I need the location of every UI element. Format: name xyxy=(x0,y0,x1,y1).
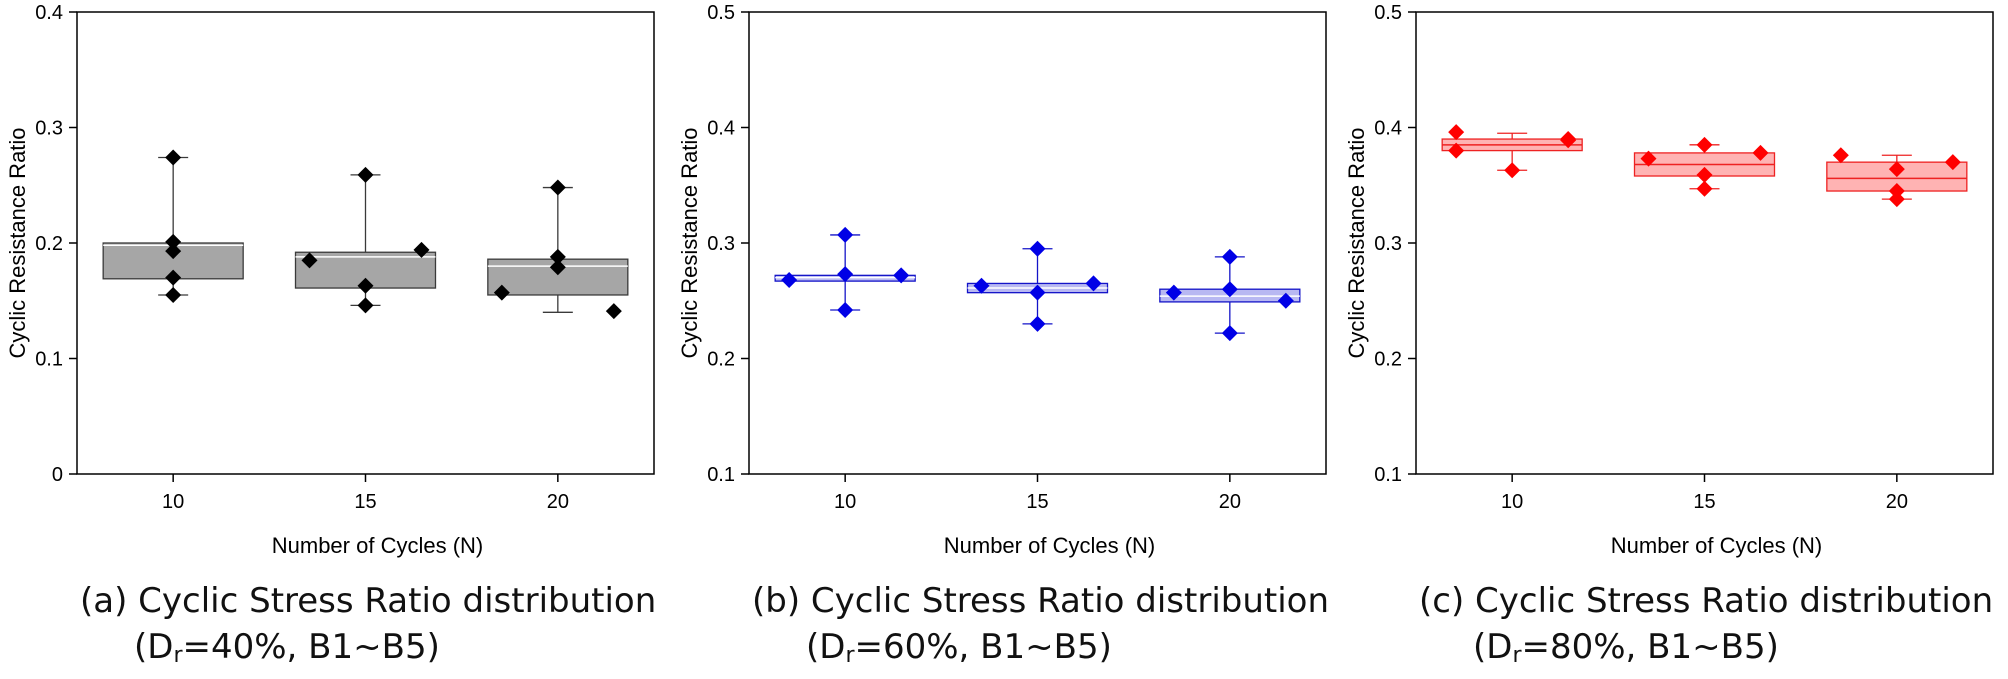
data-point-a-1-2 xyxy=(357,277,374,294)
y-tick-label-c: 0.4 xyxy=(1374,118,1402,140)
box-plot-a: 0 0.1 0.2 0.3 0.4 10 15 20 Number of Cycles (N) C… xyxy=(5,2,655,558)
caption-b-sub: r xyxy=(845,643,855,668)
box-plot-c: 0.1 0.2 0.3 0.4 0.5 10 15 20 Number of Cycles (N… xyxy=(1344,2,1994,558)
data-point-a-1-3 xyxy=(357,297,374,314)
x-tick-label-b: 20 xyxy=(1219,491,1241,513)
data-point-a-2-1 xyxy=(549,179,566,196)
caption-c-prefix: (D xyxy=(1473,627,1513,667)
caption-a: (a) Cyclic Stress Ratio distribution (Dr… xyxy=(80,578,656,679)
y-tick-label-c: 0.2 xyxy=(1374,349,1402,371)
data-point-a-0-2 xyxy=(165,243,182,260)
data-point-c-1-3 xyxy=(1696,180,1713,197)
data-point-b-0-3 xyxy=(837,301,854,318)
data-point-b-2-3 xyxy=(1221,325,1238,342)
data-point-b-0-4 xyxy=(893,267,910,284)
x-tick-label-a: 10 xyxy=(162,491,184,513)
y-tick-label-b: 0.3 xyxy=(707,233,735,255)
data-point-b-1-3 xyxy=(1029,315,1046,332)
data-point-a-1-0 xyxy=(301,252,318,269)
data-point-a-2-0 xyxy=(493,284,510,301)
data-point-a-1-1 xyxy=(357,166,374,183)
data-point-b-1-2 xyxy=(1029,284,1046,301)
data-point-c-2-3 xyxy=(1888,191,1905,208)
data-point-c-2-2 xyxy=(1888,183,1905,200)
caption-a-prefix: (D xyxy=(134,627,174,667)
y-axis-title-c: Cyclic Resistance Ratio xyxy=(1344,127,1369,358)
data-point-b-2-0 xyxy=(1165,284,1182,301)
x-tick-label-b: 15 xyxy=(1026,491,1048,513)
y-tick-label-b: 0.1 xyxy=(707,464,735,486)
y-tick-label-a: 0 xyxy=(52,464,63,486)
caption-c-suffix: =80%, B1~B5) xyxy=(1521,627,1779,667)
data-point-c-0-0 xyxy=(1448,124,1465,141)
data-point-b-2-2 xyxy=(1221,281,1238,298)
data-point-a-0-4 xyxy=(165,286,182,303)
data-point-b-2-1 xyxy=(1221,248,1238,265)
data-point-c-0-2 xyxy=(1504,162,1521,179)
y-tick-label-c: 0.1 xyxy=(1374,464,1402,486)
plot-frame-c xyxy=(1415,11,1994,475)
caption-c-line1: (c) Cyclic Stress Ratio distribution xyxy=(1419,581,1994,621)
data-point-b-0-0 xyxy=(781,271,798,288)
data-point-b-1-4 xyxy=(1085,275,1102,292)
x-tick-label-a: 15 xyxy=(354,491,376,513)
data-point-c-1-1 xyxy=(1696,136,1713,153)
chart-panel-b: 0.1 0.2 0.3 0.4 0.5 10 15 20 Number of Cycles (N… xyxy=(672,0,1341,671)
caption-b-line1: (b) Cyclic Stress Ratio distribution xyxy=(752,581,1330,621)
data-point-c-1-4 xyxy=(1752,144,1769,161)
data-point-a-0-0 xyxy=(165,149,182,166)
caption-a-line2: (Dr=40%, B1~B5) xyxy=(80,624,656,679)
x-tick-label-c: 10 xyxy=(1501,491,1523,513)
caption-b-prefix: (D xyxy=(806,627,846,667)
data-point-b-1-1 xyxy=(1029,240,1046,257)
data-point-b-0-1 xyxy=(837,226,854,243)
data-point-a-1-4 xyxy=(413,241,430,258)
chart-panel-a: 0 0.1 0.2 0.3 0.4 10 15 20 Number of Cycles (N) C… xyxy=(0,0,669,671)
data-point-c-1-0 xyxy=(1640,150,1657,167)
x-axis-title-c: Number of Cycles (N) xyxy=(1611,533,1822,558)
data-point-a-2-4 xyxy=(605,303,622,320)
data-point-b-1-0 xyxy=(973,277,990,294)
data-point-b-0-2 xyxy=(837,266,854,283)
x-tick-label-b: 10 xyxy=(834,491,856,513)
data-point-a-0-3 xyxy=(165,269,182,286)
data-point-a-2-3 xyxy=(549,259,566,276)
caption-a-sub: r xyxy=(173,643,183,668)
caption-c-line2: (Dr=80%, B1~B5) xyxy=(1419,624,1993,679)
x-axis-title-a: Number of Cycles (N) xyxy=(272,533,483,558)
y-tick-label-a: 0.3 xyxy=(35,118,63,140)
data-point-a-0-1 xyxy=(165,233,182,250)
y-tick-label-b: 0.2 xyxy=(707,349,735,371)
caption-b: (b) Cyclic Stress Ratio distribution (Dr… xyxy=(752,578,1329,679)
data-point-c-0-1 xyxy=(1448,142,1465,159)
data-point-c-2-4 xyxy=(1944,154,1961,171)
caption-c-sub: r xyxy=(1512,643,1522,668)
data-point-c-2-1 xyxy=(1888,161,1905,178)
data-point-c-2-0 xyxy=(1832,147,1849,164)
data-point-b-2-4 xyxy=(1277,292,1294,309)
data-point-c-1-2 xyxy=(1696,166,1713,183)
y-tick-label-b: 0.4 xyxy=(707,118,735,140)
x-axis-title-b: Number of Cycles (N) xyxy=(944,533,1155,558)
y-tick-label-b: 0.5 xyxy=(707,2,735,24)
chart-panel-c: 0.1 0.2 0.3 0.4 0.5 10 15 20 Number of Cycles (N… xyxy=(1339,0,2008,671)
y-axis-title-b: Cyclic Resistance Ratio xyxy=(677,127,702,358)
data-point-a-2-2 xyxy=(549,248,566,265)
caption-a-line1: (a) Cyclic Stress Ratio distribution xyxy=(80,581,657,621)
data-point-c-0-4 xyxy=(1560,131,1577,148)
caption-a-suffix: =40%, B1~B5) xyxy=(182,627,440,667)
x-tick-label-c: 15 xyxy=(1693,491,1715,513)
caption-b-suffix: =60%, B1~B5) xyxy=(854,627,1112,667)
x-tick-label-a: 20 xyxy=(547,491,569,513)
y-tick-label-a: 0.4 xyxy=(35,2,63,24)
caption-b-line2: (Dr=60%, B1~B5) xyxy=(752,624,1329,679)
y-tick-label-a: 0.2 xyxy=(35,233,63,255)
y-tick-label-a: 0.1 xyxy=(35,349,63,371)
box-plot-b: 0.1 0.2 0.3 0.4 0.5 10 15 20 Number of Cycles (N… xyxy=(677,2,1327,558)
y-tick-label-c: 0.5 xyxy=(1374,2,1402,24)
y-tick-label-c: 0.3 xyxy=(1374,233,1402,255)
x-tick-label-c: 20 xyxy=(1886,491,1908,513)
y-axis-title-a: Cyclic Resistance Ratio xyxy=(5,127,30,358)
caption-c: (c) Cyclic Stress Ratio distribution (Dr… xyxy=(1419,578,1993,679)
